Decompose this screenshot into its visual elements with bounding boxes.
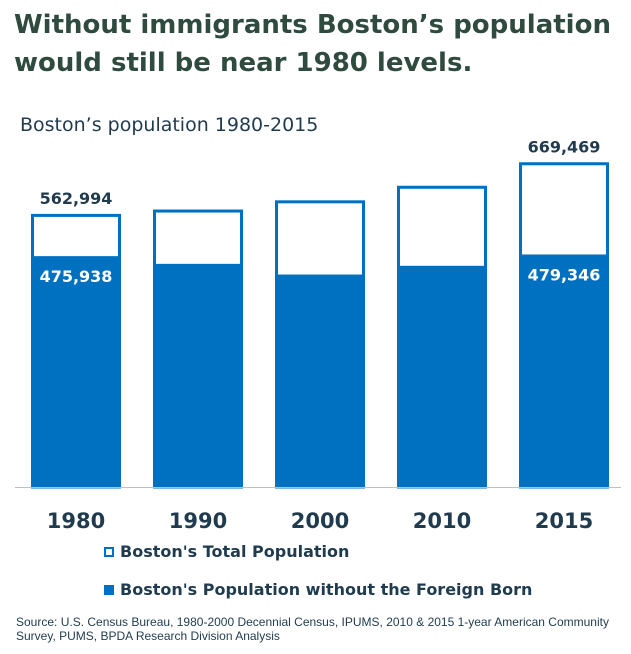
x-tick-label-2010: 2010 <box>413 509 471 533</box>
x-tick-label-1990: 1990 <box>169 509 227 533</box>
data-label-total-1980: 562,994 <box>40 189 113 208</box>
bar-without-foreign-born-2010 <box>397 265 487 487</box>
x-tick-label-1980: 1980 <box>47 509 105 533</box>
data-label-total-2015: 669,469 <box>528 137 601 156</box>
source-note: Source: U.S. Census Bureau, 1980-2000 De… <box>16 615 609 643</box>
bar-without-foreign-born-1980 <box>31 256 121 487</box>
bar-without-foreign-born-2000 <box>275 274 365 487</box>
chart-title: Without immigrants Boston’s population w… <box>14 10 611 78</box>
data-label-without-1980: 475,938 <box>40 267 113 286</box>
chart-subtitle: Boston’s population 1980-2015 <box>20 114 319 136</box>
legend-item-total: Boston's Total Population <box>104 542 349 561</box>
bar-without-foreign-born-1990 <box>153 263 243 487</box>
x-tick-label-2000: 2000 <box>291 509 349 533</box>
data-label-without-2015: 479,346 <box>528 265 601 284</box>
bar-without-foreign-born-2015 <box>519 254 609 487</box>
legend-swatch-filled <box>104 584 114 595</box>
legend-label-without: Boston's Population without the Foreign … <box>120 580 533 599</box>
legend-label-total: Boston's Total Population <box>120 542 350 561</box>
legend-swatch-outline <box>104 546 114 557</box>
legend-item-without: Boston's Population without the Foreign … <box>104 580 532 599</box>
x-tick-label-2015: 2015 <box>535 509 593 533</box>
